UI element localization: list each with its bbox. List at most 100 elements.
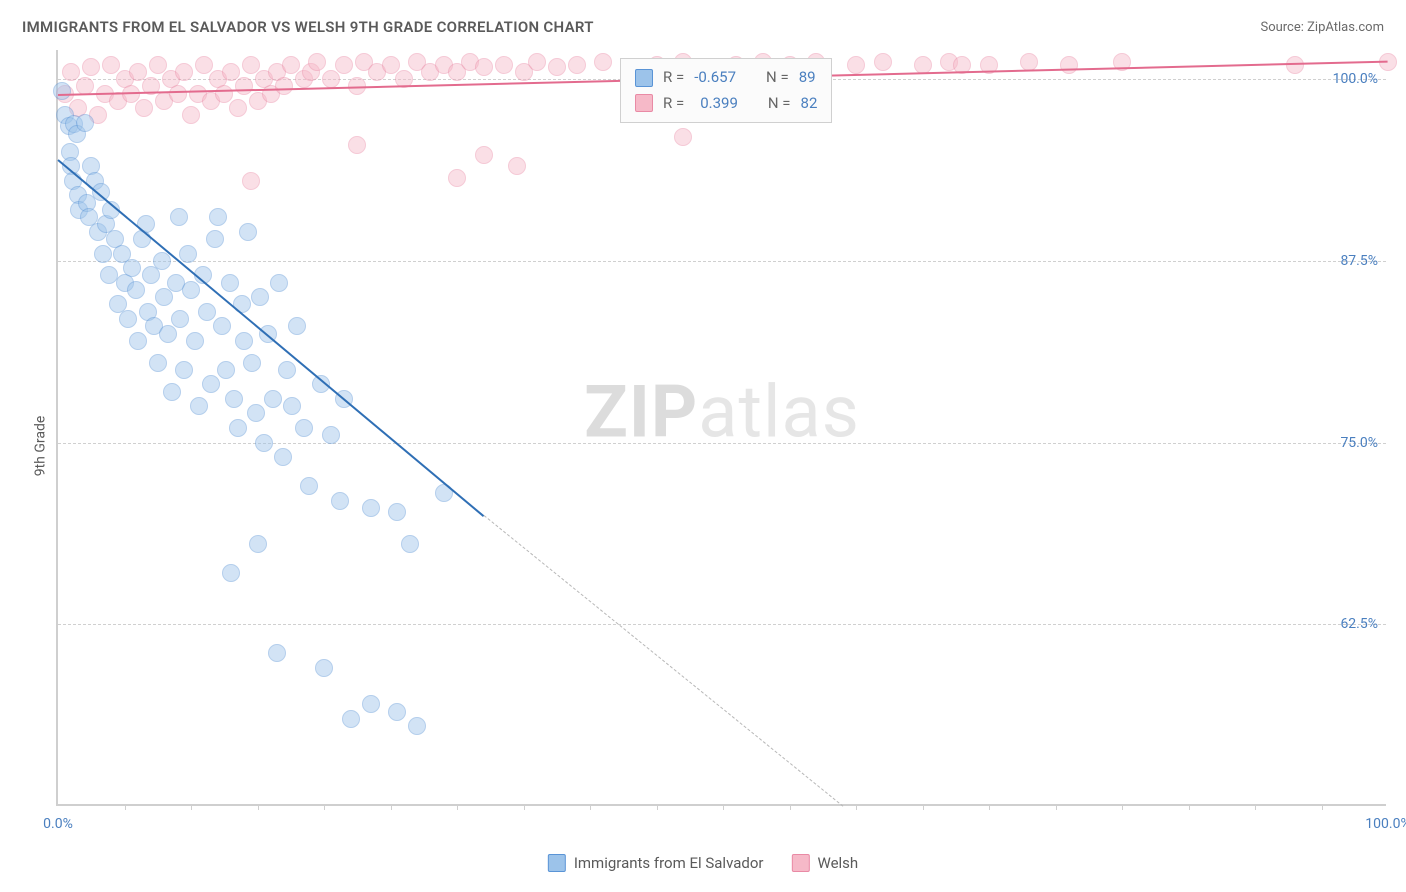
- trend-line: [57, 159, 484, 517]
- scatter-point-el-salvador: [288, 317, 306, 335]
- x-tick: [923, 804, 924, 810]
- scatter-point-welsh: [914, 56, 932, 74]
- scatter-point-welsh: [847, 56, 865, 74]
- scatter-point-el-salvador: [322, 426, 340, 444]
- correlation-legend: R = -0.657 N = 89 R = 0.399 N = 82: [620, 58, 832, 123]
- scatter-point-welsh: [129, 63, 147, 81]
- scatter-point-el-salvador: [239, 223, 257, 241]
- scatter-point-el-salvador: [129, 332, 147, 350]
- scatter-point-el-salvador: [342, 710, 360, 728]
- scatter-point-welsh: [175, 63, 193, 81]
- scatter-point-el-salvador: [137, 215, 155, 233]
- scatter-point-welsh: [548, 58, 566, 76]
- series-legend: Immigrants from El Salvador Welsh: [548, 854, 858, 872]
- r-value-welsh: 0.399: [700, 91, 738, 117]
- scatter-point-welsh: [1020, 53, 1038, 71]
- scatter-point-el-salvador: [170, 208, 188, 226]
- x-tick: [125, 804, 126, 810]
- scatter-point-el-salvador: [76, 114, 94, 132]
- grid-line: [58, 624, 1386, 625]
- legend-label-el-salvador: Immigrants from El Salvador: [574, 854, 764, 872]
- x-tick: [324, 804, 325, 810]
- scatter-point-el-salvador: [159, 325, 177, 343]
- scatter-point-welsh: [242, 56, 260, 74]
- scatter-point-el-salvador: [53, 82, 71, 100]
- scatter-point-welsh: [874, 53, 892, 71]
- scatter-point-el-salvador: [94, 245, 112, 263]
- chart-canvas: 62.5%75.0%87.5%100.0%0.0%100.0%: [58, 50, 1386, 804]
- scatter-point-welsh: [235, 77, 253, 95]
- x-tick: [524, 804, 525, 810]
- trend-extrapolation: [483, 515, 843, 807]
- x-tick: [790, 804, 791, 810]
- scatter-point-welsh: [222, 63, 240, 81]
- scatter-point-el-salvador: [175, 361, 193, 379]
- y-tick-label: 87.5%: [1340, 253, 1378, 269]
- scatter-point-el-salvador: [315, 659, 333, 677]
- scatter-point-welsh: [195, 56, 213, 74]
- scatter-point-el-salvador: [362, 695, 380, 713]
- scatter-point-welsh: [242, 172, 260, 190]
- swatch-welsh: [635, 94, 653, 112]
- chart-header: IMMIGRANTS FROM EL SALVADOR VS WELSH 9TH…: [22, 18, 1384, 36]
- scatter-point-el-salvador: [206, 230, 224, 248]
- n-value-el-salvador: 89: [799, 65, 816, 91]
- scatter-point-el-salvador: [243, 354, 261, 372]
- scatter-point-el-salvador: [331, 492, 349, 510]
- scatter-point-el-salvador: [155, 288, 173, 306]
- x-tick: [1322, 804, 1323, 810]
- scatter-point-el-salvador: [182, 281, 200, 299]
- x-tick: [457, 804, 458, 810]
- y-tick-label: 62.5%: [1340, 616, 1378, 632]
- y-tick-label: 100.0%: [1333, 71, 1378, 87]
- x-tick: [1122, 804, 1123, 810]
- scatter-point-welsh: [475, 146, 493, 164]
- scatter-point-welsh: [149, 56, 167, 74]
- x-tick: [657, 804, 658, 810]
- scatter-point-el-salvador: [179, 245, 197, 263]
- scatter-point-el-salvador: [251, 288, 269, 306]
- legend-item-welsh: Welsh: [791, 854, 858, 872]
- n-label: N =: [768, 91, 791, 117]
- scatter-point-welsh: [229, 99, 247, 117]
- scatter-point-welsh: [475, 58, 493, 76]
- scatter-point-el-salvador: [388, 503, 406, 521]
- r-label: R =: [663, 91, 684, 117]
- scatter-point-el-salvador: [233, 295, 251, 313]
- scatter-point-welsh: [382, 56, 400, 74]
- scatter-point-welsh: [62, 63, 80, 81]
- scatter-point-el-salvador: [255, 434, 273, 452]
- swatch-el-salvador-icon: [548, 854, 566, 872]
- scatter-point-el-salvador: [119, 310, 137, 328]
- legend-row-welsh: R = 0.399 N = 82: [635, 91, 817, 117]
- scatter-point-el-salvador: [264, 390, 282, 408]
- scatter-point-el-salvador: [274, 448, 292, 466]
- scatter-point-el-salvador: [235, 332, 253, 350]
- x-tick: [1189, 804, 1190, 810]
- scatter-point-welsh: [674, 128, 692, 146]
- scatter-point-el-salvador: [283, 397, 301, 415]
- scatter-point-welsh: [594, 53, 612, 71]
- scatter-point-welsh: [528, 53, 546, 71]
- x-tick: [723, 804, 724, 810]
- n-value-welsh: 82: [801, 91, 818, 117]
- x-tick: [1255, 804, 1256, 810]
- scatter-point-el-salvador: [401, 535, 419, 553]
- scatter-point-welsh: [102, 56, 120, 74]
- scatter-point-el-salvador: [249, 535, 267, 553]
- scatter-point-el-salvador: [213, 317, 231, 335]
- scatter-point-welsh: [135, 99, 153, 117]
- scatter-point-welsh: [275, 77, 293, 95]
- scatter-point-el-salvador: [221, 274, 239, 292]
- r-label: R =: [663, 65, 684, 91]
- grid-line: [58, 261, 1386, 262]
- scatter-point-el-salvador: [388, 703, 406, 721]
- scatter-point-el-salvador: [362, 499, 380, 517]
- scatter-point-welsh: [322, 70, 340, 88]
- x-tick-label: 100.0%: [1365, 816, 1406, 832]
- scatter-point-welsh: [169, 85, 187, 103]
- scatter-point-welsh: [335, 56, 353, 74]
- scatter-point-el-salvador: [198, 303, 216, 321]
- y-axis-label: 9th Grade: [32, 416, 48, 477]
- swatch-welsh-icon: [791, 854, 809, 872]
